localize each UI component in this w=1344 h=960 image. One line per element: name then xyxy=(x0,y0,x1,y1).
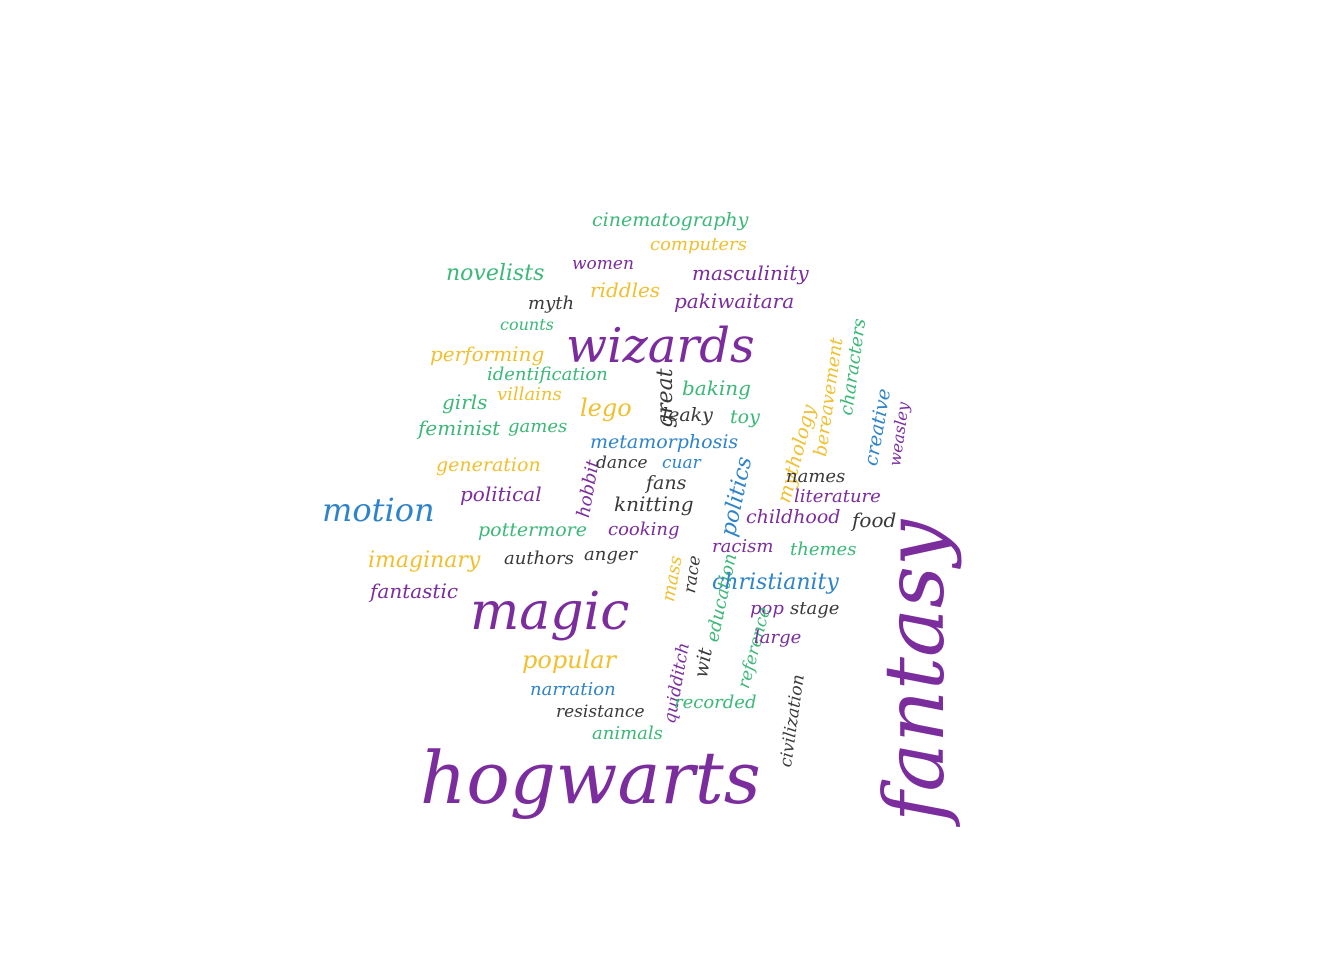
word-civilization: civilization xyxy=(776,673,809,769)
word-feminist: feminist xyxy=(418,416,501,440)
word-cinematography: cinematography xyxy=(592,209,749,231)
word-animals: animals xyxy=(592,723,663,744)
word-literature: literature xyxy=(794,486,881,507)
word-narration: narration xyxy=(530,679,616,700)
word-dance: dance xyxy=(596,453,648,473)
word-education: education xyxy=(702,551,742,644)
word-characters: characters xyxy=(836,317,871,417)
word-wit: wit xyxy=(690,646,717,680)
word-recorded: recorded xyxy=(674,692,757,713)
word-wizards: wizards xyxy=(566,318,755,374)
word-race: race xyxy=(680,554,706,595)
word-identification: identification xyxy=(487,364,608,385)
word-resistance: resistance xyxy=(556,702,645,722)
word-hogwarts: hogwarts xyxy=(420,736,761,820)
word-leaky: leaky xyxy=(662,404,713,426)
word-toy: toy xyxy=(730,406,760,428)
word-authors: authors xyxy=(504,548,574,569)
word-names: names xyxy=(786,466,846,487)
word-christianity: christianity xyxy=(712,570,839,595)
word-fantasy: fantasy xyxy=(868,519,963,822)
word-villains: villains xyxy=(497,384,562,405)
word-masculinity: masculinity xyxy=(692,261,809,285)
word-performing: performing xyxy=(430,342,545,366)
word-racism: racism xyxy=(712,536,774,557)
word-myth: myth xyxy=(528,293,575,314)
word-magic: magic xyxy=(470,582,630,642)
word-women: women xyxy=(572,254,634,274)
word-large: large xyxy=(754,627,802,648)
word-games: games xyxy=(508,416,568,437)
word-pakiwaitara: pakiwaitara xyxy=(674,289,795,313)
word-anger: anger xyxy=(584,544,638,565)
word-themes: themes xyxy=(790,539,857,560)
word-lego: lego xyxy=(580,394,632,422)
word-counts: counts xyxy=(500,315,554,334)
word-girls: girls xyxy=(442,390,488,414)
word-novelists: novelists xyxy=(446,261,545,286)
word-generation: generation xyxy=(436,454,541,476)
word-computers: computers xyxy=(650,234,747,255)
word-fans: fans xyxy=(646,472,687,494)
word-pottermore: pottermore xyxy=(478,519,587,541)
word-metamorphosis: metamorphosis xyxy=(590,431,739,453)
word-imaginary: imaginary xyxy=(368,548,481,573)
word-cuar: cuar xyxy=(662,453,701,473)
word-political: political xyxy=(460,482,542,506)
word-riddles: riddles xyxy=(590,278,661,302)
word-fantastic: fantastic xyxy=(370,579,459,603)
word-knitting: knitting xyxy=(614,492,694,516)
word-cooking: cooking xyxy=(608,519,680,540)
word-childhood: childhood xyxy=(746,506,841,528)
word-food: food xyxy=(852,508,897,532)
word-pop: pop xyxy=(750,598,784,619)
word-motion: motion xyxy=(322,491,435,529)
word-baking: baking xyxy=(682,376,751,400)
word-stage: stage xyxy=(790,598,840,619)
word-popular: popular xyxy=(522,646,617,674)
